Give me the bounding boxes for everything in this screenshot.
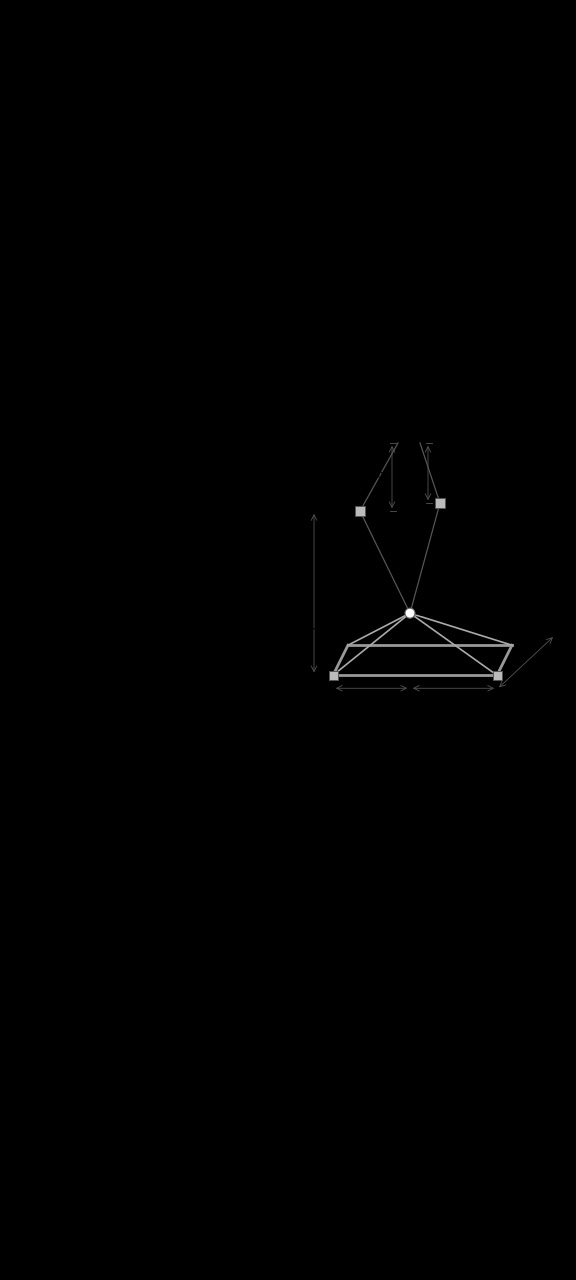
Text: 480 mm: 480 mm — [350, 695, 391, 705]
Text: $\theta_z = 128.0°\ \ \blacktriangleleft$: $\theta_z = 128.0°\ \ \blacktriangleleft… — [20, 575, 112, 590]
Text: E: E — [448, 497, 455, 507]
Text: Answer:: Answer: — [12, 490, 75, 504]
Text: 280 mm: 280 mm — [343, 470, 384, 480]
Text: H.W:: H.W: — [12, 431, 50, 445]
Text: C: C — [507, 668, 515, 678]
Text: z: z — [289, 626, 295, 636]
Text: 210 mm: 210 mm — [436, 466, 476, 476]
Text: x: x — [558, 622, 564, 632]
Text: A frame ABC is supported in part by cable DBE that passes through a frictionless: A frame ABC is supported in part by cabl… — [12, 447, 576, 460]
Text: $\theta_x = 120.1°\ \ \blacktriangleleft$: $\theta_x = 120.1°\ \ \blacktriangleleft… — [20, 529, 113, 544]
Text: 510 mm: 510 mm — [267, 588, 308, 598]
Text: $\mathbf{R} = \mathbf{F}_{BD} + \mathbf{F}_{BE} = -(375\ \mathrm{N})\mathbf{i} +: $\mathbf{R} = \mathbf{F}_{BD} + \mathbf{… — [20, 506, 324, 522]
Bar — [328, 671, 338, 680]
Bar — [492, 671, 502, 680]
Bar — [355, 506, 365, 516]
Text: $\theta_y = 52.5°\ \ \blacktriangleleft$: $\theta_y = 52.5°\ \ \blacktriangleleft$ — [20, 552, 105, 570]
Text: A: A — [316, 671, 323, 680]
Text: 600 mm: 600 mm — [433, 695, 473, 705]
Text: tension in the cable is 385 N, determine (a)- the resultant ( R ) of the forces : tension in the cable is 385 N, determine… — [12, 461, 576, 474]
Text: 400 mm: 400 mm — [535, 653, 575, 663]
Circle shape — [405, 608, 415, 618]
Text: y: y — [412, 422, 419, 433]
Text: cables on the support at D and E, (b)- the angles between  R   and each of the c: cables on the support at D and E, (b)- t… — [12, 475, 576, 488]
Text: D: D — [343, 506, 352, 515]
Text: O: O — [417, 608, 425, 618]
Bar — [435, 498, 445, 508]
